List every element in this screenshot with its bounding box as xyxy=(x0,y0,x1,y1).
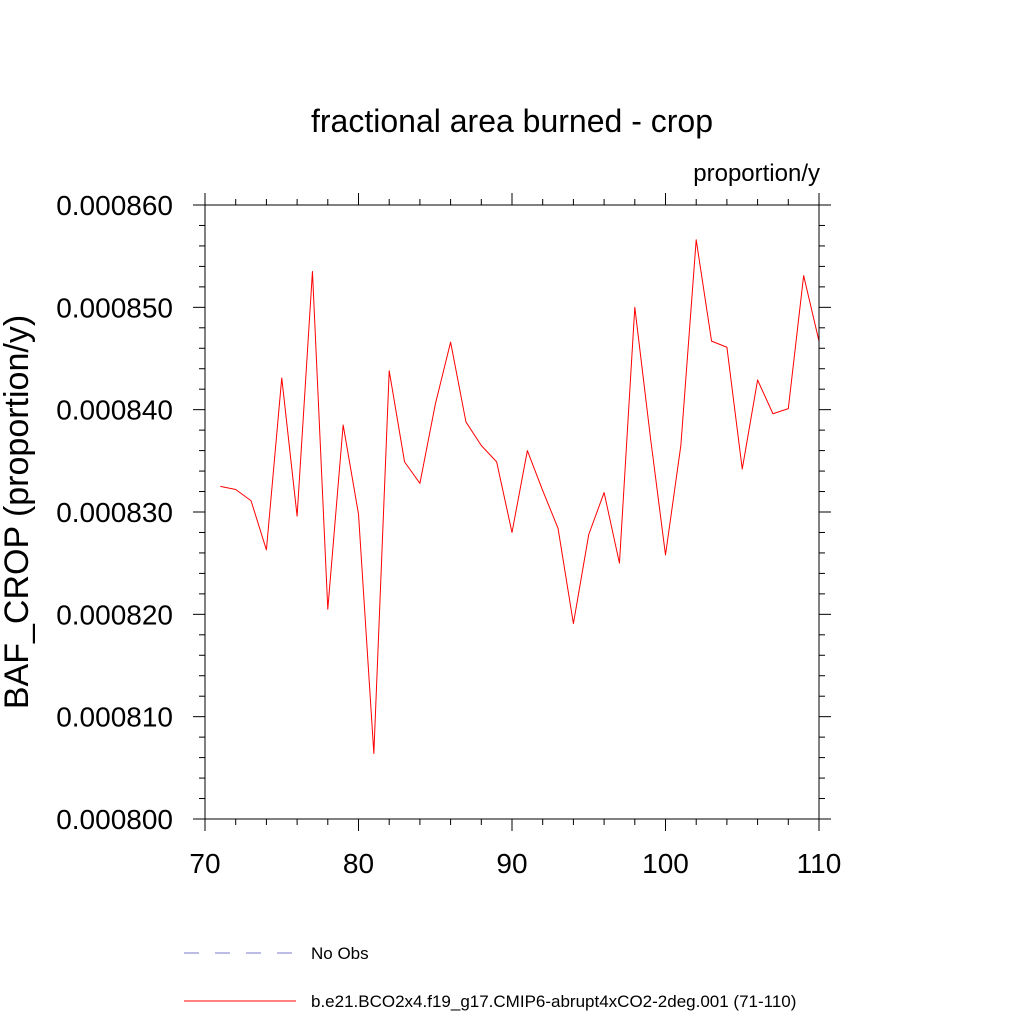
x-tick-label: 70 xyxy=(189,848,220,879)
plot-frame xyxy=(204,204,820,820)
axis-ticks xyxy=(193,193,831,831)
legend: No Obs b.e21.BCO2x4.f19_g17.CMIP6-abrupt… xyxy=(184,944,796,1011)
y-tick-label: 0.000820 xyxy=(56,599,173,630)
y-tick-label: 0.000840 xyxy=(56,395,173,426)
y-axis-label: BAF_CROP (proportion/y) xyxy=(0,315,36,709)
x-tick-label: 100 xyxy=(642,848,689,879)
series-line xyxy=(220,239,820,755)
y-tick-label: 0.000850 xyxy=(56,292,173,323)
x-tick-label: 90 xyxy=(496,848,527,879)
x-tick-label: 110 xyxy=(797,848,842,879)
y-tick-label: 0.000810 xyxy=(56,702,173,733)
legend-label-no-obs: No Obs xyxy=(311,944,369,963)
series-layer xyxy=(220,239,820,755)
chart-title: fractional area burned - crop xyxy=(311,103,713,139)
y-tick-label: 0.000860 xyxy=(56,190,173,221)
units-label: proportion/y xyxy=(693,160,820,187)
y-tick-label: 0.000830 xyxy=(56,497,173,528)
legend-label-model: b.e21.BCO2x4.f19_g17.CMIP6-abrupt4xCO2-2… xyxy=(311,992,796,1011)
y-tick-label: 0.000800 xyxy=(56,804,173,835)
tick-labels: 70 80 90 100 110 0.000800 0.000810 0.000820 0.00… xyxy=(56,190,841,879)
x-tick-label: 80 xyxy=(343,848,374,879)
